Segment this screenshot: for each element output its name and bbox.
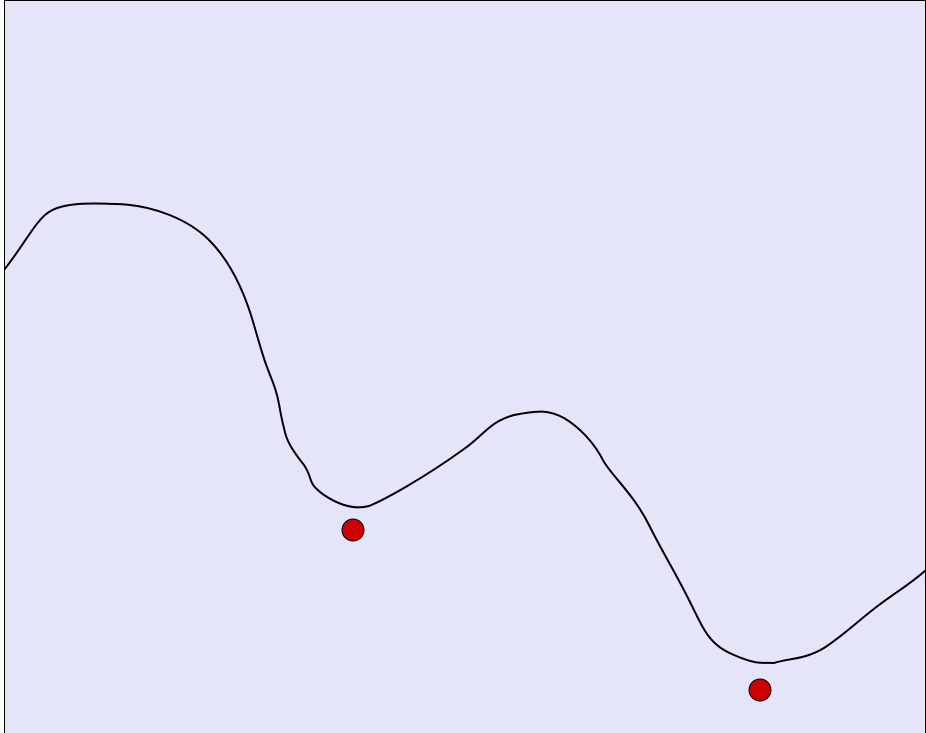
game-area[interactable] (4, 0, 926, 733)
game-canvas[interactable] (4, 0, 926, 733)
terrain-line (4, 202, 926, 665)
red-ball-right[interactable] (748, 678, 772, 702)
play-field-border (4, 0, 926, 733)
red-ball-left[interactable] (341, 518, 365, 542)
